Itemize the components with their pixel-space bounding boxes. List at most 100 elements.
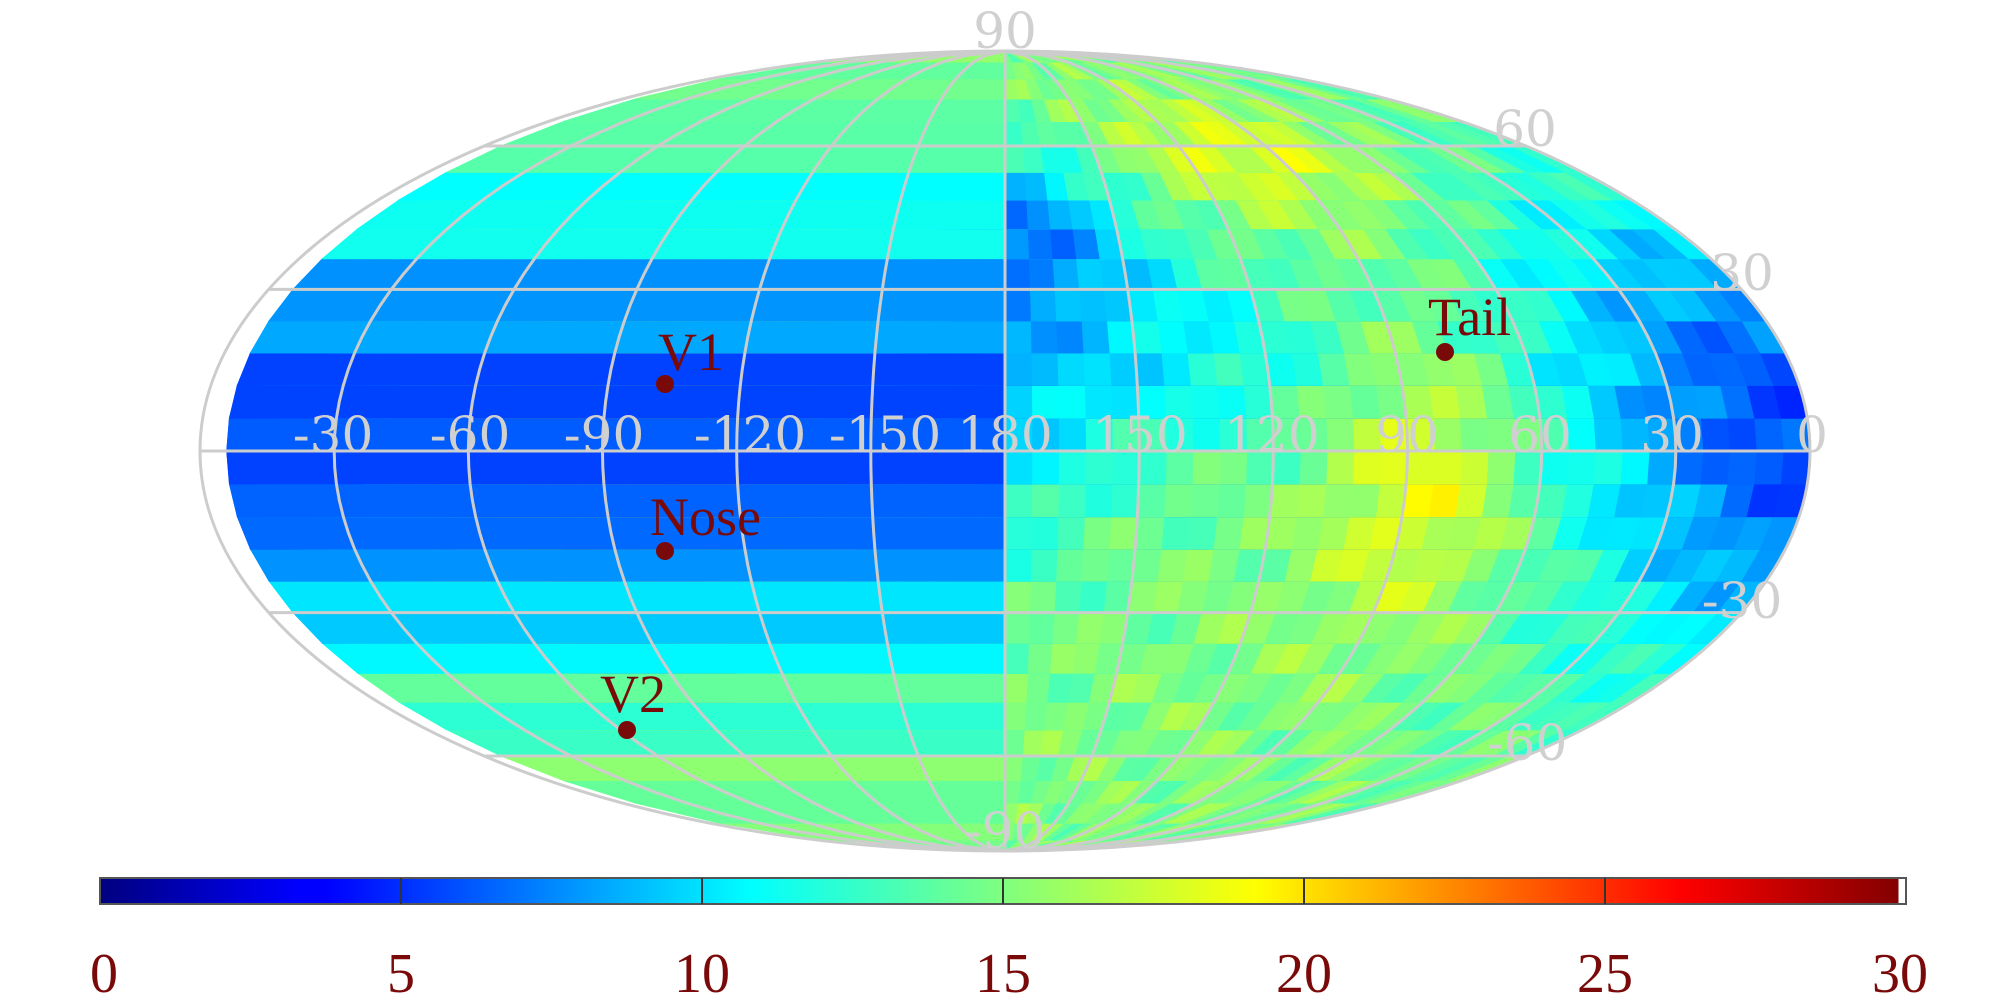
intensity-cell xyxy=(1160,516,1191,550)
longitude-label: 120 xyxy=(1224,406,1319,464)
intensity-cell xyxy=(1082,352,1112,386)
intensity-cell xyxy=(1325,450,1355,485)
intensity-cell xyxy=(1051,258,1080,290)
longitude-label: -60 xyxy=(430,406,511,464)
longitude-label: -150 xyxy=(829,406,941,464)
colorbar-tick-label: 0 xyxy=(90,943,118,1000)
intensity-cell xyxy=(1004,780,1021,804)
intensity-cell xyxy=(1056,352,1085,386)
colorbar-dividers xyxy=(400,878,1606,904)
colorbar-tick-label: 25 xyxy=(1577,943,1633,1000)
intensity-cell xyxy=(1592,450,1623,485)
intensity-cell xyxy=(1105,548,1136,582)
intensity-cell xyxy=(1753,450,1784,485)
intensity-cell xyxy=(1004,672,1028,703)
intensity-cell xyxy=(1023,701,1048,731)
intensity-cell xyxy=(1191,417,1221,452)
meridian-line xyxy=(1004,51,1678,851)
intensity-cell xyxy=(1027,612,1055,644)
lat-label-neg30: -30 xyxy=(1702,572,1783,630)
longitude-label: -90 xyxy=(564,406,645,464)
intensity-cell xyxy=(1163,483,1193,518)
intensity-cell xyxy=(1055,320,1084,354)
intensity-cell xyxy=(1049,642,1077,674)
intensity-cell xyxy=(1004,228,1030,260)
intensity-cell xyxy=(1004,199,1028,230)
intensity-cell xyxy=(1080,320,1110,354)
intensity-cell xyxy=(1078,288,1108,322)
intensity-cell xyxy=(1030,516,1059,550)
intensity-cell xyxy=(1057,450,1087,485)
intensity-cell xyxy=(1025,199,1051,230)
intensity-cell xyxy=(1699,450,1731,485)
intensity-cell xyxy=(1189,483,1220,518)
intensity-cell xyxy=(1269,483,1300,518)
intensity-cell xyxy=(1454,483,1487,518)
intensity-cell xyxy=(1322,384,1354,419)
intensity-cell xyxy=(1004,171,1027,201)
intensity-cell xyxy=(1004,483,1033,518)
intensity-cell xyxy=(1004,288,1031,322)
marker-tail-label: Tail xyxy=(1428,287,1511,347)
intensity-cell xyxy=(1004,755,1023,781)
intensity-cell xyxy=(1004,548,1032,582)
intensity-cell xyxy=(1004,729,1025,757)
longitude-label: 90 xyxy=(1375,406,1439,464)
longitude-label: 0 xyxy=(1796,406,1828,464)
intensity-cell xyxy=(1004,701,1027,731)
intensity-cell xyxy=(1189,384,1220,419)
intensity-cell xyxy=(1592,417,1623,452)
intensity-cell xyxy=(1030,483,1060,518)
intensity-cell xyxy=(1027,258,1055,290)
intensity-cell xyxy=(1004,320,1032,354)
intensity-cell xyxy=(1699,417,1731,452)
intensity-cell xyxy=(1004,612,1031,644)
intensity-cell xyxy=(1029,548,1058,582)
intensity-cell xyxy=(1051,612,1080,644)
colorbar-tick-labels: 0 5 10 15 20 25 30 xyxy=(90,943,1928,1000)
intensity-cell xyxy=(1454,384,1487,419)
lat-label-60: 60 xyxy=(1493,100,1557,158)
intensity-cell xyxy=(1325,417,1355,452)
colorbar-tick-label: 20 xyxy=(1276,943,1332,1000)
intensity-cell xyxy=(1134,516,1165,550)
marker-nose-label: Nose xyxy=(650,487,761,547)
longitude-label: 30 xyxy=(1640,406,1704,464)
meridian-line xyxy=(1004,51,1275,851)
meridian-line xyxy=(1004,51,1141,851)
intensity-cell xyxy=(1023,171,1048,201)
intensity-cell xyxy=(1071,642,1100,674)
colorbar: 0 5 10 15 20 25 30 xyxy=(90,877,1928,1000)
marker-v1-label: V1 xyxy=(658,322,724,382)
intensity-cell xyxy=(1029,320,1058,354)
intensity-cell xyxy=(1083,483,1113,518)
intensity-cell xyxy=(1108,352,1138,386)
intensity-cell xyxy=(1105,320,1136,354)
intensity-cell xyxy=(1053,580,1082,614)
intensity-cell xyxy=(1131,320,1162,354)
lat-label-90: 90 xyxy=(973,2,1037,60)
intensity-cell xyxy=(1078,580,1108,614)
intensity-cell xyxy=(1055,548,1084,582)
marker-nose-dot xyxy=(656,542,674,560)
lat-label-neg90: -90 xyxy=(965,802,1046,860)
intensity-cell xyxy=(1053,288,1082,322)
intensity-cell xyxy=(1156,548,1188,582)
meridian-line xyxy=(1004,51,1410,851)
intensity-cell xyxy=(1186,352,1218,386)
intensity-cell xyxy=(1108,516,1138,550)
intensity-cell xyxy=(1726,450,1757,485)
intensity-cell xyxy=(1182,548,1214,582)
meridian-line xyxy=(600,51,1006,851)
intensity-cell xyxy=(1427,483,1461,518)
intensity-cell xyxy=(1004,352,1033,386)
marker-v2-dot xyxy=(618,721,636,739)
intensity-cell xyxy=(1082,516,1112,550)
intensity-cell xyxy=(1004,98,1021,122)
intensity-cell xyxy=(1459,417,1489,452)
intensity-cell xyxy=(1212,516,1244,550)
latitude-labels: 90 60 30 -30 -60 -90 xyxy=(965,2,1783,860)
marker-v2-label: V2 xyxy=(600,664,666,724)
